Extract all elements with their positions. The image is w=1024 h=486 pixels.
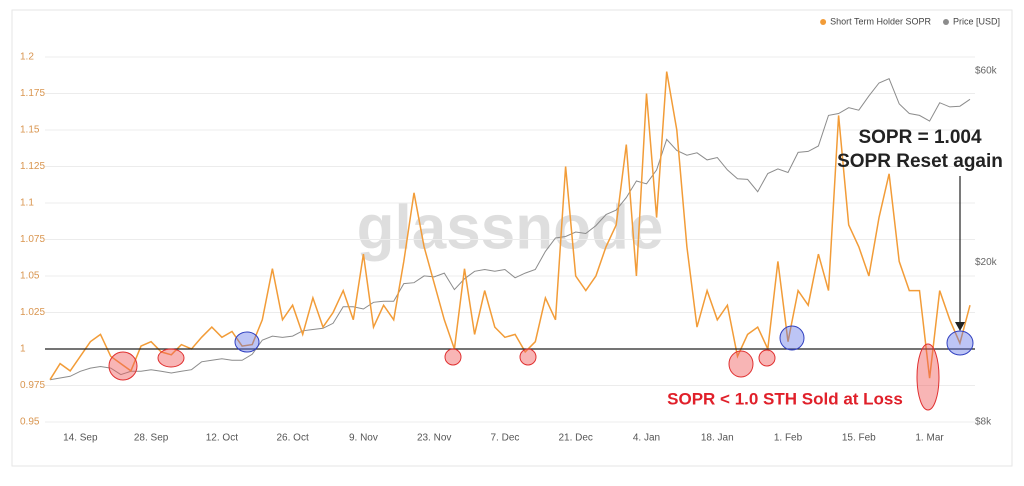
- x-tick-label: 23. Nov: [417, 433, 451, 444]
- annotation: SOPR < 1.0 STH Sold at Loss: [667, 389, 903, 408]
- legend-label: Price [USD]: [953, 16, 1000, 26]
- y2-tick-label: $60k: [975, 66, 998, 77]
- legend-swatch: [942, 19, 949, 25]
- x-tick-label: 7. Dec: [490, 433, 519, 444]
- y2-tick-label: $20k: [975, 257, 998, 268]
- loss-circle: [519, 348, 537, 366]
- watermark: glassnode: [357, 193, 664, 262]
- y-tick-label: 1.15: [20, 125, 40, 136]
- y-tick-label: 1.025: [20, 307, 45, 318]
- line-price: [49, 78, 971, 381]
- y-tick-label: 0.95: [20, 417, 40, 428]
- y2-tick-label: $8k: [975, 417, 992, 428]
- reset-circle: [779, 325, 805, 351]
- reset-circle: [234, 331, 260, 353]
- loss-circle: [916, 343, 940, 411]
- y-tick-label: 1: [20, 344, 26, 355]
- x-tick-label: 9. Nov: [349, 433, 378, 444]
- annotation: SOPR = 1.004: [858, 127, 981, 148]
- legend: Price [USD] Short Term Holder SOPR: [820, 16, 1000, 26]
- legend-swatch: [820, 19, 827, 25]
- loss-circle: [758, 349, 776, 367]
- loss-circle: [108, 351, 138, 381]
- x-tick-label: 28. Sep: [134, 433, 169, 444]
- annotation: SOPR Reset again: [837, 151, 1003, 172]
- x-tick-label: 4. Jan: [633, 433, 660, 444]
- x-tick-label: 15. Feb: [842, 433, 876, 444]
- x-tick-label: 1. Feb: [774, 433, 803, 444]
- x-tick-label: 12. Oct: [206, 433, 238, 444]
- loss-circle: [728, 350, 754, 378]
- card: [11, 9, 1013, 467]
- y-tick-label: 1.1: [20, 198, 34, 209]
- x-tick-label: 26. Oct: [277, 433, 309, 444]
- y-tick-label: 1.175: [20, 88, 45, 99]
- legend-label: Short Term Holder SOPR: [830, 16, 931, 26]
- line-sopr: [49, 71, 971, 381]
- y-tick-label: 1.125: [20, 161, 45, 172]
- loss-circle: [444, 348, 462, 366]
- highlight-circles: [108, 325, 974, 411]
- x-tick-label: 21. Dec: [558, 433, 592, 444]
- y-tick-label: 0.975: [20, 380, 45, 391]
- y-tick-label: 1.2: [20, 52, 34, 63]
- arrow-head: [955, 322, 965, 331]
- x-tick-label: 1. Mar: [915, 433, 944, 444]
- x-tick-label: 18. Jan: [701, 433, 734, 444]
- loss-circle: [157, 348, 185, 368]
- y-tick-label: 1.075: [20, 234, 45, 245]
- y-tick-label: 1.05: [20, 271, 40, 282]
- reset-circle: [946, 330, 974, 356]
- x-tick-label: 14. Sep: [63, 433, 98, 444]
